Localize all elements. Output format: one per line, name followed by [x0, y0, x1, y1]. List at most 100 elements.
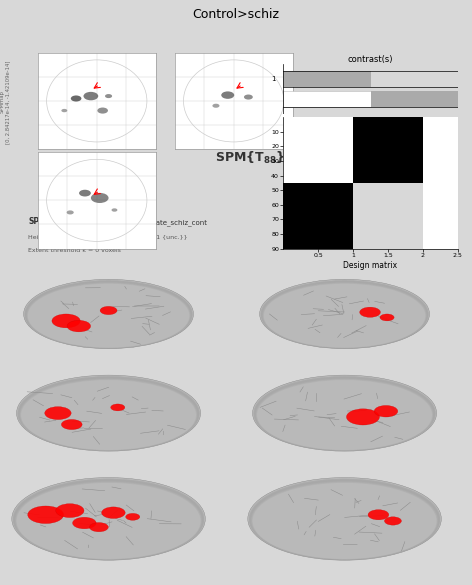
Ellipse shape: [252, 481, 438, 559]
Ellipse shape: [56, 504, 84, 518]
Ellipse shape: [14, 480, 203, 560]
Bar: [283, 117, 353, 183]
Ellipse shape: [253, 375, 437, 451]
Ellipse shape: [253, 375, 437, 451]
Ellipse shape: [260, 279, 430, 349]
Ellipse shape: [250, 480, 439, 560]
Ellipse shape: [24, 279, 194, 349]
Ellipse shape: [254, 377, 435, 450]
Bar: [283, 183, 353, 249]
Ellipse shape: [12, 477, 205, 560]
Ellipse shape: [28, 284, 189, 347]
Bar: [371, 91, 458, 107]
Ellipse shape: [105, 94, 112, 98]
Text: Height threshold T = 3.185444  {p<0.001 {unc.}}: Height threshold T = 3.185444 {p<0.001 {…: [28, 235, 188, 240]
Ellipse shape: [374, 405, 398, 417]
Ellipse shape: [255, 377, 434, 450]
Ellipse shape: [67, 321, 91, 332]
Ellipse shape: [110, 404, 125, 411]
Ellipse shape: [25, 280, 193, 349]
Ellipse shape: [12, 477, 205, 560]
Ellipse shape: [21, 380, 196, 450]
Ellipse shape: [360, 307, 380, 317]
Ellipse shape: [252, 482, 437, 559]
Ellipse shape: [255, 378, 434, 450]
Ellipse shape: [84, 92, 98, 100]
Ellipse shape: [16, 482, 201, 559]
Ellipse shape: [111, 208, 118, 212]
Ellipse shape: [18, 377, 199, 450]
Ellipse shape: [13, 479, 204, 560]
Ellipse shape: [212, 104, 219, 108]
Ellipse shape: [26, 281, 192, 348]
Ellipse shape: [45, 407, 71, 419]
Text: Extent threshold k = 0 voxels: Extent threshold k = 0 voxels: [28, 248, 121, 253]
Ellipse shape: [244, 95, 253, 99]
Ellipse shape: [21, 380, 196, 450]
Ellipse shape: [253, 376, 436, 451]
Ellipse shape: [61, 109, 67, 112]
Ellipse shape: [261, 281, 428, 348]
Ellipse shape: [257, 380, 432, 450]
Bar: [353, 117, 423, 183]
Ellipse shape: [17, 375, 201, 451]
Bar: [283, 71, 371, 87]
Ellipse shape: [261, 281, 428, 348]
Ellipse shape: [28, 506, 64, 524]
Ellipse shape: [19, 378, 198, 450]
Ellipse shape: [250, 480, 439, 560]
Ellipse shape: [91, 193, 109, 203]
Ellipse shape: [90, 522, 109, 532]
Ellipse shape: [248, 477, 441, 560]
Ellipse shape: [52, 314, 80, 328]
X-axis label: Design matrix: Design matrix: [344, 260, 397, 270]
Ellipse shape: [17, 376, 200, 451]
Ellipse shape: [248, 479, 441, 560]
Text: SPMresults:: SPMresults:: [28, 217, 80, 226]
Ellipse shape: [249, 479, 440, 560]
Ellipse shape: [27, 283, 190, 347]
Ellipse shape: [25, 281, 192, 348]
Bar: [283, 91, 371, 107]
Ellipse shape: [126, 514, 140, 520]
Ellipse shape: [260, 280, 429, 349]
Ellipse shape: [19, 377, 198, 450]
Ellipse shape: [100, 307, 117, 315]
Ellipse shape: [20, 379, 197, 450]
Ellipse shape: [257, 380, 432, 450]
Ellipse shape: [17, 376, 200, 451]
Ellipse shape: [15, 481, 202, 559]
Ellipse shape: [101, 507, 125, 518]
Ellipse shape: [17, 483, 201, 559]
Ellipse shape: [71, 95, 82, 102]
Ellipse shape: [79, 190, 91, 197]
Ellipse shape: [263, 283, 426, 348]
Ellipse shape: [253, 376, 436, 451]
Ellipse shape: [17, 375, 201, 451]
Ellipse shape: [73, 517, 96, 529]
Ellipse shape: [380, 314, 394, 321]
Text: $\bf{SPM\{T_{88}\}}$: $\bf{SPM\{T_{88}\}}$: [215, 150, 285, 166]
Ellipse shape: [346, 409, 379, 425]
Ellipse shape: [263, 283, 426, 347]
Ellipse shape: [221, 91, 234, 99]
Ellipse shape: [260, 279, 430, 349]
Ellipse shape: [262, 282, 427, 348]
Ellipse shape: [14, 480, 203, 560]
Ellipse shape: [16, 481, 202, 559]
Text: Control>schiz: Control>schiz: [193, 8, 279, 20]
Ellipse shape: [26, 282, 191, 348]
Ellipse shape: [368, 510, 389, 520]
Ellipse shape: [264, 284, 425, 347]
Ellipse shape: [27, 283, 190, 348]
Ellipse shape: [261, 280, 429, 349]
Ellipse shape: [256, 379, 433, 450]
Ellipse shape: [253, 483, 437, 559]
Text: 1: 1: [272, 76, 276, 82]
Ellipse shape: [384, 517, 401, 525]
Ellipse shape: [97, 108, 108, 113]
Title: contrast(s): contrast(s): [348, 54, 393, 64]
Ellipse shape: [61, 419, 82, 429]
Text: \covariate_schiz_cont: \covariate_schiz_cont: [132, 219, 207, 226]
Ellipse shape: [24, 280, 193, 349]
